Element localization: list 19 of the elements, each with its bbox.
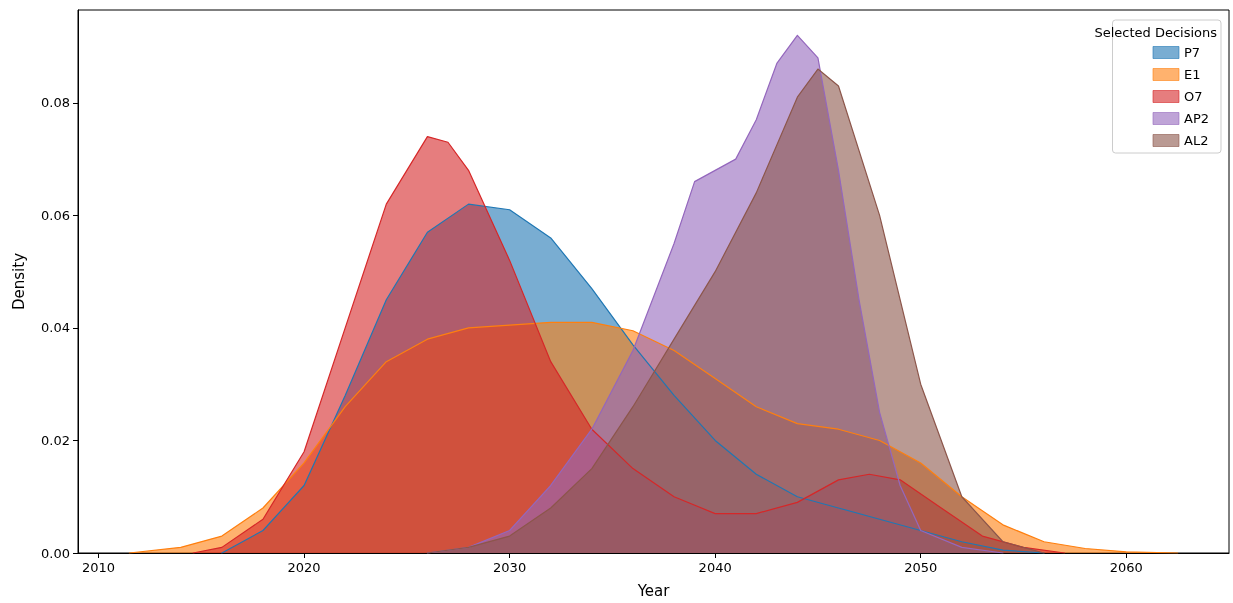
y-tick-label: 0.08: [41, 95, 70, 111]
x-tick-label: 2050: [904, 560, 938, 575]
x-tick-label: 2020: [287, 560, 321, 575]
x-tick-label: 2010: [82, 560, 116, 575]
x-axis-title: Year: [636, 581, 671, 600]
y-tick-label: 0.06: [41, 207, 70, 223]
legend-label: O7: [1184, 89, 1203, 104]
legend-label: AP2: [1184, 111, 1210, 126]
y-tick-label: 0.00: [41, 545, 70, 561]
x-tick-label: 2060: [1109, 560, 1143, 575]
y-tick-label: 0.04: [41, 320, 70, 336]
y-axis-title: Density: [9, 252, 28, 311]
x-tick-label: 2030: [493, 560, 527, 575]
y-tick-label: 0.02: [41, 432, 70, 448]
x-tick-label: 2040: [698, 560, 732, 575]
legend-label: AL2: [1184, 133, 1209, 148]
legend-label: E1: [1184, 67, 1201, 82]
legend-title: Selected Decisions: [1094, 25, 1218, 40]
legend-label: P7: [1184, 45, 1201, 60]
